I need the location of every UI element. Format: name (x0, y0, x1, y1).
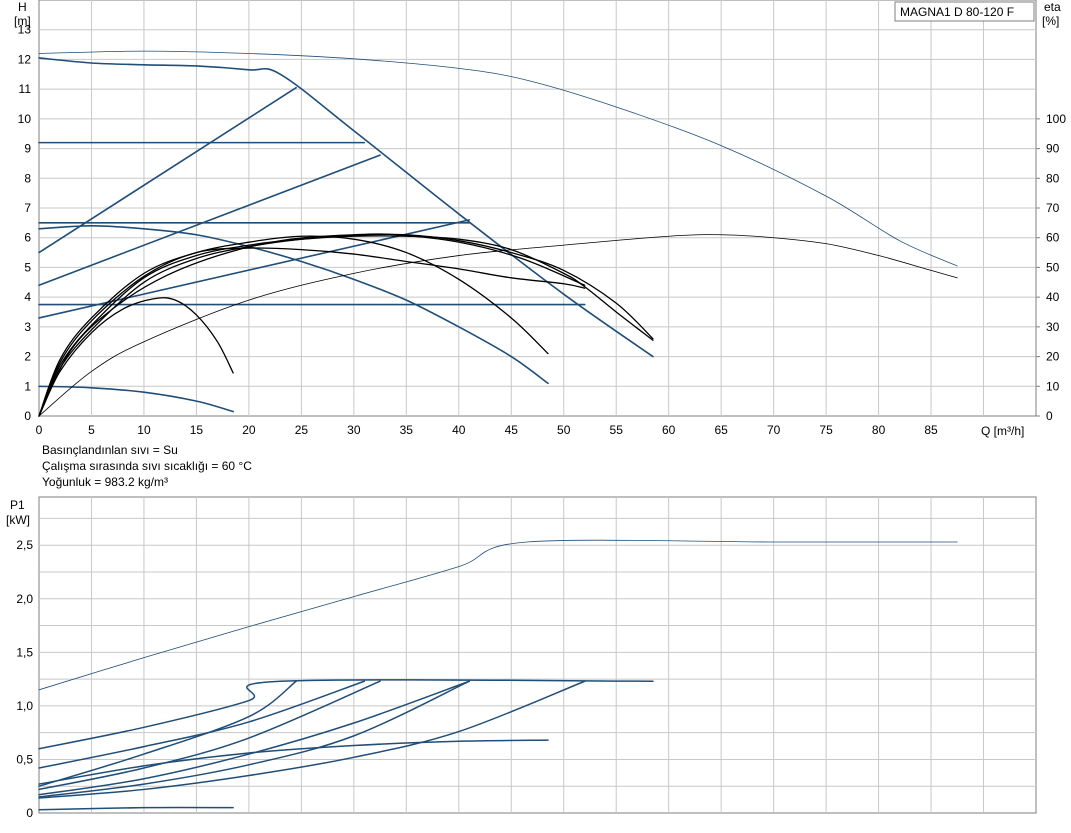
y-tick-label: 8 (24, 171, 31, 185)
power-curve-5 (38, 680, 471, 796)
x-tick-label: 65 (714, 423, 728, 437)
eta-tick-label: 90 (1046, 142, 1060, 156)
y-axis-label: H (18, 0, 27, 14)
eta-tick-label: 50 (1046, 260, 1060, 274)
x-tick-label: 20 (242, 423, 256, 437)
head-curve-16 (38, 297, 234, 417)
x-tick-label: 80 (872, 423, 886, 437)
y-tick-label: 2 (24, 350, 31, 364)
eta-tick-label: 70 (1046, 201, 1060, 215)
eta-tick-label: 60 (1046, 231, 1060, 245)
y-tick-label: 0 (24, 409, 31, 423)
eta-tick-label: 20 (1046, 350, 1060, 364)
x-tick-label: 0 (36, 423, 43, 437)
title-box (894, 1, 1035, 22)
y-tick-label: 1 (24, 379, 31, 393)
x-tick-label: 85 (924, 423, 938, 437)
eta-tick-label: 100 (1046, 112, 1066, 126)
x-tick-label: 40 (452, 423, 466, 437)
x-tick-label: 55 (610, 423, 624, 437)
head-curve-12 (38, 233, 654, 417)
y-tick-label: 10 (18, 112, 32, 126)
x-tick-label: 25 (295, 423, 309, 437)
x-tick-label: 5 (88, 423, 95, 437)
eta-tick-label: 30 (1046, 320, 1060, 334)
y-tick-label: 12 (18, 52, 32, 66)
power-curve-6 (38, 680, 471, 798)
x-tick-label: 70 (767, 423, 781, 437)
bottom-chart-curves (38, 539, 958, 811)
power-curve-0 (38, 539, 958, 691)
x-axis-label: Q [m³/h] (981, 424, 1024, 438)
x-tick-label: 45 (505, 423, 519, 437)
p1-tick-label: 0 (26, 806, 33, 820)
x-tick-label: 35 (400, 423, 414, 437)
y2-axis-label: eta (1044, 0, 1061, 14)
x-tick-label: 30 (347, 423, 361, 437)
temperature-info: Çalışma sırasında sıvı sıcaklığı = 60 °C (42, 459, 252, 473)
x-tick-label: 15 (190, 423, 204, 437)
y-tick-label: 13 (18, 23, 32, 37)
p1-tick-label: 0,5 (16, 752, 33, 766)
efficiency-curve-10 (38, 234, 958, 417)
head-curve-0 (38, 57, 654, 358)
y-tick-label: 5 (24, 260, 31, 274)
chart-title: MAGNA1 D 80-120 F (900, 5, 1014, 19)
density-info: Yoğunluk = 983.2 kg/m³ (42, 475, 168, 489)
y-tick-label: 9 (24, 142, 31, 156)
head-curve-14 (38, 235, 549, 417)
head-curve-1 (38, 86, 297, 254)
y-tick-label: 6 (24, 231, 31, 245)
p1-tick-label: 1,5 (16, 645, 33, 659)
x-tick-label: 60 (662, 423, 676, 437)
power-curve-7 (38, 680, 586, 799)
top-chart-grid (38, 0, 1040, 417)
eta-tick-label: 40 (1046, 290, 1060, 304)
p1-tick-label: 2,5 (16, 538, 33, 552)
y-tick-label: 7 (24, 201, 31, 215)
power-curve-1 (38, 679, 654, 750)
power-curve-8 (38, 739, 549, 785)
top-chart-curves (38, 50, 958, 417)
head-curve-7 (38, 225, 549, 385)
x-tick-label: 10 (137, 423, 151, 437)
bottom-plot-frame (38, 496, 1037, 814)
y-tick-label: 4 (24, 290, 31, 304)
p1-tick-label: 1,0 (16, 699, 33, 713)
eta-tick-label: 10 (1046, 379, 1060, 393)
head-curve-15 (38, 247, 586, 417)
power-curve-9 (38, 806, 234, 811)
eta-tick-label: 0 (1046, 409, 1053, 423)
p1-axis-label: P1 (10, 498, 25, 512)
y-axis-unit: [m] (14, 14, 31, 28)
y-tick-label: 11 (19, 82, 32, 96)
p1-axis-unit: [kW] (6, 513, 30, 527)
power-curve-2 (38, 680, 366, 769)
head-curve-3 (38, 154, 381, 287)
power-curve-3 (38, 680, 297, 787)
head-curve-8 (38, 385, 234, 413)
liquid-info: Basınçlandınlan sıvı = Su (42, 443, 178, 457)
head-curve-13 (38, 233, 586, 417)
bottom-chart-grid (38, 496, 1037, 814)
eta-tick-label: 80 (1046, 171, 1060, 185)
x-tick-label: 50 (557, 423, 571, 437)
head-curve-9 (38, 50, 958, 267)
tick-labels: 0 5 10 15 20 25 30 35 40 45 50 55 60 65 70 75 80 85012345… (16, 23, 1066, 820)
power-curve-4 (38, 680, 381, 791)
y2-axis-unit: [%] (1042, 14, 1059, 28)
x-tick-label: 75 (819, 423, 833, 437)
p1-tick-label: 2,0 (16, 592, 33, 606)
y-tick-label: 3 (24, 320, 31, 334)
